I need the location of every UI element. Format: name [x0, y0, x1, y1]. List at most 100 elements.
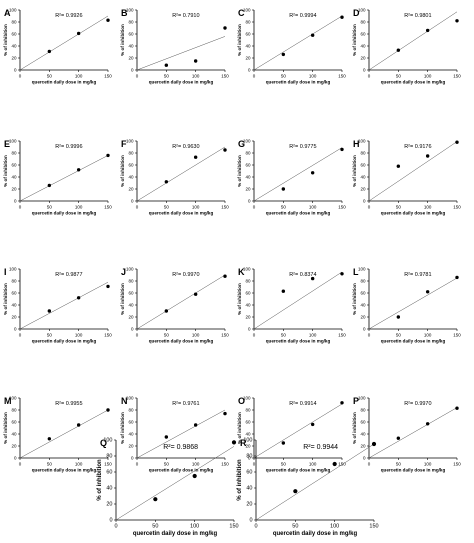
y-tick-label: 0 — [131, 199, 134, 204]
regression-line — [19, 15, 109, 71]
y-tick-label: 40 — [128, 432, 134, 437]
x-tick-label: 150 — [453, 205, 461, 210]
panel-p: P 0 20 40 60 80 100 0 50 100 150 quercetin daily do… — [352, 396, 461, 473]
y-tick-label: 40 — [360, 432, 366, 437]
panel-c: C 0 20 40 60 80 100 0 50 100 150 quercetin daily do… — [237, 8, 346, 85]
y-tick-label: 60 — [245, 291, 251, 296]
r-squared-label: R²= 0.9868 — [163, 444, 198, 451]
y-tick-label: 20 — [245, 315, 251, 320]
panel-q: Q 0 20 40 60 80 100 0 50 100 150 quercetin daily do… — [97, 438, 239, 537]
y-axis-label: % of inhibition — [120, 412, 125, 444]
y-tick-label: 80 — [245, 20, 251, 25]
y-tick-label: 60 — [245, 420, 251, 425]
x-tick-label: 150 — [229, 524, 238, 530]
y-tick-label: 20 — [11, 315, 17, 320]
data-point — [106, 153, 110, 158]
r-squared-label: R²= 0.9996 — [55, 144, 82, 150]
y-tick-label: 100 — [9, 139, 17, 144]
x-tick-label: 0 — [368, 333, 371, 338]
y-tick-label: 20 — [106, 502, 112, 508]
x-tick-label: 150 — [338, 462, 346, 467]
x-tick-label: 50 — [396, 462, 402, 467]
x-tick-label: 50 — [292, 524, 298, 530]
x-tick-label: 150 — [338, 333, 346, 338]
y-tick-label: 60 — [245, 32, 251, 37]
x-tick-label: 100 — [330, 524, 339, 530]
r-squared-label: R²= 0.9176 — [404, 144, 431, 150]
panel-e: E 0 20 40 60 80 100 0 50 100 150 quercetin daily do… — [3, 139, 112, 216]
x-axis-label: quercetin daily dose in mg/kg — [149, 211, 214, 216]
regression-line — [136, 36, 226, 71]
data-point — [192, 473, 197, 479]
y-tick-label: 0 — [14, 456, 17, 461]
x-axis-label: quercetin daily dose in mg/kg — [32, 339, 97, 344]
y-tick-label: 80 — [128, 408, 134, 413]
y-tick-label: 100 — [243, 438, 252, 444]
panel-letter: H — [353, 139, 360, 149]
data-point — [455, 19, 459, 23]
y-tick-label: 20 — [245, 56, 251, 61]
x-axis-label: quercetin daily dose in mg/kg — [266, 339, 331, 344]
y-tick-label: 20 — [245, 187, 251, 192]
x-tick-label: 0 — [253, 462, 256, 467]
x-tick-label: 150 — [221, 333, 229, 338]
data-point — [223, 274, 227, 278]
y-tick-label: 0 — [131, 327, 134, 332]
y-tick-label: 60 — [106, 470, 112, 476]
data-point — [47, 309, 52, 313]
panel-letter: B — [121, 8, 128, 18]
x-tick-label: 0 — [19, 205, 22, 210]
y-tick-label: 60 — [246, 470, 252, 476]
r-squared-label: R²= 0.9630 — [172, 144, 199, 150]
y-tick-label: 60 — [360, 291, 366, 296]
panel-letter: I — [4, 267, 7, 277]
y-tick-label: 20 — [11, 56, 17, 61]
panel-letter: E — [4, 139, 10, 149]
x-tick-label: 150 — [104, 333, 112, 338]
regression-line — [19, 155, 109, 202]
y-tick-label: 0 — [109, 518, 112, 524]
y-tick-label: 80 — [11, 408, 17, 413]
x-tick-label: 50 — [281, 333, 287, 338]
panel-d: D 0 20 40 60 80 100 0 50 100 150 quercetin daily do… — [352, 8, 461, 85]
x-tick-label: 0 — [114, 524, 117, 530]
x-tick-label: 100 — [192, 74, 200, 79]
y-tick-label: 80 — [11, 20, 17, 25]
y-axis-label: % of inhibition — [97, 459, 103, 501]
r-squared-label: R²= 0.9970 — [172, 272, 199, 278]
x-tick-label: 50 — [281, 462, 287, 467]
data-point — [310, 171, 315, 175]
y-tick-label: 0 — [249, 518, 252, 524]
x-tick-label: 100 — [424, 462, 432, 467]
data-point — [106, 284, 110, 289]
data-point — [396, 436, 401, 440]
data-point — [47, 183, 52, 188]
y-tick-label: 100 — [126, 396, 134, 401]
y-tick-label: 0 — [131, 456, 134, 461]
panel-letter: G — [238, 139, 245, 149]
y-tick-label: 0 — [363, 327, 366, 332]
regression-line — [253, 147, 343, 202]
y-tick-label: 100 — [243, 139, 251, 144]
panel-letter: M — [4, 396, 12, 406]
x-axis-label: quercetin daily dose in mg/kg — [266, 468, 331, 473]
data-point — [164, 180, 169, 184]
y-axis-label: % of inhibition — [352, 24, 357, 56]
y-tick-label: 100 — [126, 8, 134, 13]
y-tick-label: 40 — [11, 44, 17, 49]
data-point — [223, 148, 227, 152]
panel-r: R 0 20 40 60 80 100 0 50 100 150 quercetin daily do… — [237, 438, 379, 537]
r-squared-label: R²= 0.9914 — [289, 401, 316, 407]
data-point — [396, 48, 401, 52]
y-tick-label: 40 — [106, 486, 112, 492]
y-tick-label: 80 — [128, 279, 134, 284]
x-tick-label: 150 — [338, 205, 346, 210]
y-tick-label: 40 — [360, 44, 366, 49]
data-point — [164, 309, 169, 313]
regression-line — [136, 274, 226, 330]
data-point — [281, 52, 286, 57]
y-tick-label: 20 — [11, 187, 17, 192]
y-axis-label: % of inhibition — [352, 412, 357, 444]
panel-letter: C — [238, 8, 245, 18]
data-point — [455, 275, 459, 280]
